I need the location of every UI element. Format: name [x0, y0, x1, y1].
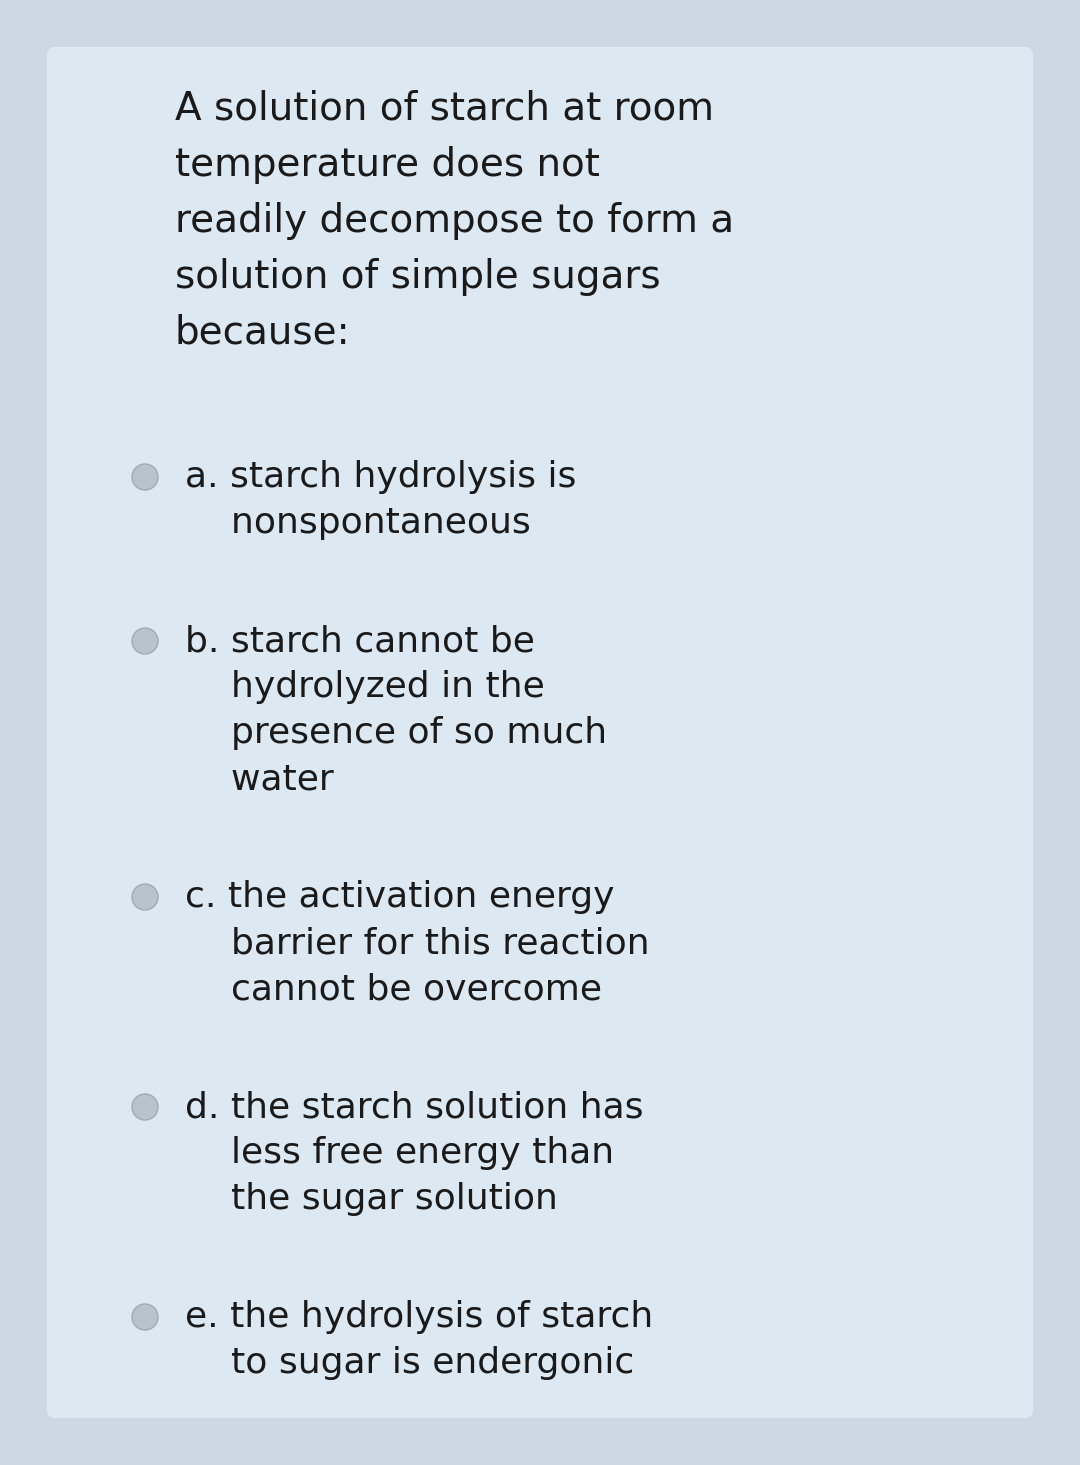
Text: cannot be overcome: cannot be overcome [185, 971, 602, 1006]
Text: hydrolyzed in the: hydrolyzed in the [185, 670, 544, 705]
Text: temperature does not: temperature does not [175, 146, 599, 185]
Circle shape [132, 628, 158, 653]
Text: nonspontaneous: nonspontaneous [185, 505, 530, 541]
Text: to sugar is endergonic: to sugar is endergonic [185, 1346, 634, 1380]
FancyBboxPatch shape [48, 47, 1032, 1418]
Text: e. the hydrolysis of starch: e. the hydrolysis of starch [185, 1299, 653, 1335]
Text: a. starch hydrolysis is: a. starch hydrolysis is [185, 460, 577, 494]
Text: because:: because: [175, 314, 351, 352]
Text: less free energy than: less free energy than [185, 1135, 615, 1171]
Text: b. starch cannot be: b. starch cannot be [185, 624, 535, 658]
Text: c. the activation energy: c. the activation energy [185, 880, 615, 914]
Text: barrier for this reaction: barrier for this reaction [185, 926, 650, 960]
Text: A solution of starch at room: A solution of starch at room [175, 89, 714, 127]
Text: the sugar solution: the sugar solution [185, 1182, 558, 1216]
Text: readily decompose to form a: readily decompose to form a [175, 202, 734, 240]
Circle shape [132, 883, 158, 910]
Text: water: water [185, 762, 334, 795]
Circle shape [132, 1304, 158, 1330]
Circle shape [132, 464, 158, 489]
Text: presence of so much: presence of so much [185, 716, 607, 750]
Text: d. the starch solution has: d. the starch solution has [185, 1090, 644, 1124]
Circle shape [132, 1094, 158, 1121]
Text: solution of simple sugars: solution of simple sugars [175, 258, 661, 296]
